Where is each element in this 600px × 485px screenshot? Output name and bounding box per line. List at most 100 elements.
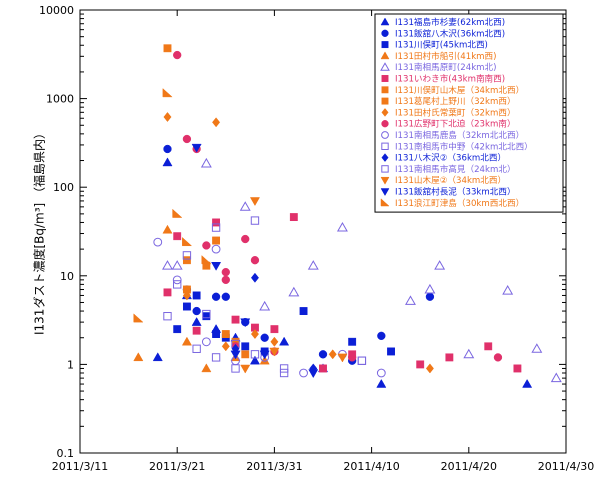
x-tick-label: 2011/3/11 [52, 460, 108, 473]
data-point [299, 368, 308, 378]
legend-label: I131南相馬鹿島（32km北北西） [395, 129, 524, 141]
data-point [250, 256, 260, 265]
data-point [162, 260, 173, 270]
data-point [270, 325, 279, 334]
data-point [182, 236, 193, 247]
data-point [241, 350, 250, 359]
data-point [163, 288, 172, 297]
legend-marker [381, 165, 389, 173]
data-point [239, 201, 251, 211]
legend-label: I131南相馬市中野（42km北北西） [395, 140, 533, 152]
legend-marker [380, 51, 390, 60]
legend-marker [381, 41, 389, 49]
data-point [182, 256, 191, 265]
legend-label: I131飯舘八木沢(36km北西) [395, 27, 505, 39]
legend-label: I131葛尾村上野川（32km西） [395, 95, 516, 107]
data-point [192, 306, 201, 316]
data-point [337, 353, 348, 363]
legend-label: I131川俣町(45km北西) [395, 39, 488, 51]
data-point [241, 342, 250, 351]
y-tick-label: 1 [67, 358, 74, 371]
data-point [192, 344, 201, 353]
legend-marker [380, 198, 390, 207]
data-point [463, 348, 475, 359]
legend-box [374, 13, 564, 213]
legend-marker [381, 97, 389, 105]
data-point [181, 336, 192, 346]
data-point [221, 330, 230, 338]
y-tick-label: 10 [60, 270, 74, 283]
legend-marker [380, 62, 390, 71]
data-point [133, 313, 144, 323]
data-point [240, 364, 251, 374]
legend-marker [380, 188, 390, 197]
data-point [172, 208, 183, 218]
data-point [416, 360, 425, 369]
data-point [249, 197, 260, 207]
data-point [387, 347, 395, 356]
data-point [182, 302, 191, 311]
data-point [163, 312, 172, 321]
data-point [133, 352, 144, 362]
data-point [221, 267, 230, 277]
data-point [200, 157, 212, 168]
legend-label: I131川俣町山木屋（34km北西） [395, 84, 524, 96]
data-point [484, 342, 493, 351]
x-tick-label: 2011/4/10 [343, 460, 399, 473]
legend-marker [381, 75, 389, 82]
x-tick-label: 2011/3/31 [246, 460, 302, 473]
data-point [221, 275, 230, 285]
data-point [163, 44, 172, 53]
y-axis-label: I131ダスト濃度[Bq/m³] （福島県内） [32, 127, 47, 335]
data-point [425, 363, 434, 374]
data-point [513, 364, 522, 373]
data-point [162, 157, 173, 167]
data-point [191, 317, 202, 326]
data-point [211, 353, 221, 362]
legend-marker [380, 176, 390, 185]
data-point [318, 350, 328, 359]
legend-marker [381, 29, 389, 37]
data-point [376, 378, 387, 388]
data-point [259, 355, 270, 365]
data-point [201, 337, 211, 347]
y-tick-label: 1000 [46, 93, 74, 106]
y-tick-label: 10000 [39, 4, 74, 17]
data-point [279, 364, 289, 373]
legend: I131福島市杉妻(62km北西)I131飯舘八木沢(36km北西)I131川俣… [374, 13, 564, 213]
legend-marker [381, 153, 389, 163]
data-point [212, 117, 221, 128]
legend-marker [381, 107, 389, 117]
legend-label: I131南相馬原町(24km北) [395, 61, 497, 73]
data-point [182, 134, 192, 144]
data-point [405, 295, 416, 305]
data-point [230, 350, 241, 360]
data-point [202, 309, 211, 319]
data-point [250, 216, 260, 225]
data-point [163, 144, 172, 154]
data-point [202, 241, 211, 250]
data-point [357, 356, 367, 365]
data-point [279, 336, 290, 346]
legend-label: I131広野町下北迫（23km南） [395, 118, 516, 130]
data-point [250, 350, 260, 359]
data-point [240, 318, 251, 328]
data-point [162, 224, 173, 234]
axis-ticks: 2011/3/11 2011/3/21 2011/3/31 2011/4/10 2011… [39, 4, 594, 473]
data-point [249, 355, 260, 365]
data-point [182, 251, 192, 260]
data-point [212, 236, 221, 245]
data-point [259, 350, 270, 360]
data-point [434, 260, 446, 270]
data-point [259, 300, 271, 311]
legend-label: I131山木屋②（34km北西） [395, 174, 506, 186]
data-point [192, 291, 201, 300]
data-point [425, 292, 435, 301]
data-point [522, 378, 533, 388]
data-point [250, 272, 259, 283]
legend-marker [380, 17, 390, 26]
data-point [153, 237, 163, 247]
data-point [173, 280, 182, 289]
x-tick-label: 2011/3/21 [149, 460, 205, 473]
